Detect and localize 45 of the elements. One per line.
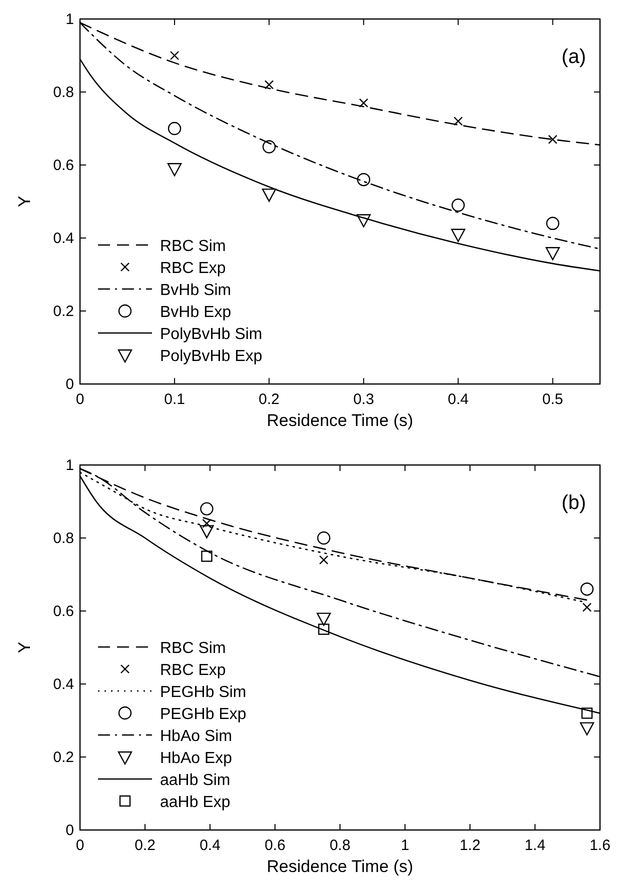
legend-label: RBC Sim	[160, 238, 226, 255]
y-tick-label: 1	[66, 457, 74, 474]
x-tick-label: 1.4	[524, 837, 546, 854]
y-tick-label: 0.4	[53, 676, 74, 693]
legend-label: PEGHb Sim	[160, 684, 246, 701]
legend-label: aaHb Sim	[160, 772, 230, 789]
annotation: (b)	[562, 492, 586, 514]
y-tick-label: 0.6	[53, 157, 74, 174]
y-tick-label: 0.8	[53, 530, 74, 547]
y-tick-label: 0.2	[53, 749, 74, 766]
x-tick-label: 0.3	[353, 391, 374, 408]
legend-label: RBC Sim	[160, 640, 226, 657]
x-tick-label: 1.6	[590, 837, 610, 854]
annotation: (a)	[562, 46, 586, 68]
y-tick-label: 0.2	[53, 303, 74, 320]
x-axis-title: Residence Time (s)	[266, 411, 414, 430]
x-tick-label: 0.5	[542, 391, 564, 408]
y-tick-label: 0.4	[53, 230, 74, 247]
y-tick-label: 0.8	[53, 84, 74, 101]
y-tick-label: 0	[66, 376, 74, 393]
x-tick-label: 0.2	[134, 837, 156, 854]
x-axis-title: Residence Time (s)	[266, 857, 414, 876]
y-axis-title: Y	[15, 642, 34, 654]
legend-label: PolyBvHb Exp	[160, 348, 262, 365]
y-tick-label: 0.6	[53, 603, 74, 620]
x-tick-label: 1	[400, 837, 410, 854]
x-tick-label: 0.6	[264, 837, 286, 854]
x-tick-label: 0.4	[448, 391, 469, 408]
legend-label: PEGHb Exp	[160, 706, 246, 723]
y-tick-label: 0	[66, 822, 74, 839]
legend-label: HbAo Exp	[160, 750, 232, 767]
y-tick-label: 1	[66, 11, 74, 28]
x-tick-label: 0.2	[258, 391, 280, 408]
legend-label: RBC Exp	[160, 662, 226, 679]
legend-label: BvHb Sim	[160, 282, 232, 299]
legend-label: BvHb Exp	[160, 304, 232, 321]
legend-label: aaHb Exp	[160, 794, 230, 811]
legend-label: RBC Exp	[160, 260, 226, 277]
x-tick-label: 0.1	[164, 391, 185, 408]
legend-label: HbAo Sim	[160, 728, 232, 745]
y-axis-title: Y	[15, 196, 34, 208]
legend-label: PolyBvHb Sim	[160, 326, 262, 343]
x-tick-label: 1.2	[460, 837, 480, 854]
x-tick-label: 0.4	[200, 837, 220, 854]
x-tick-label: 0.8	[330, 837, 350, 854]
